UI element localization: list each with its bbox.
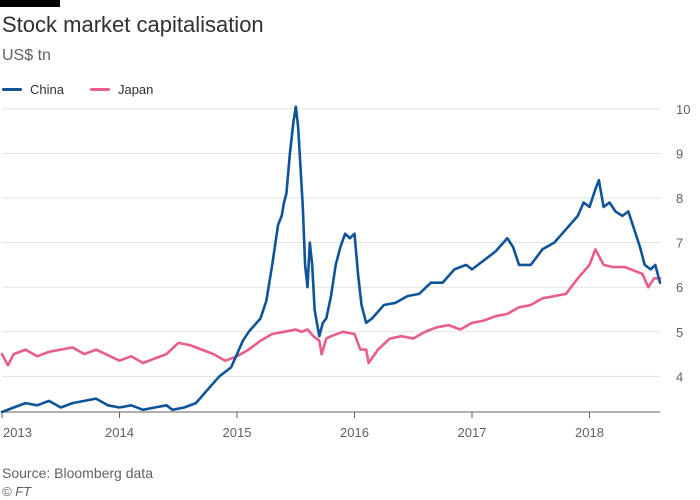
legend: China Japan <box>2 80 179 98</box>
chart-subtitle: US$ tn <box>2 47 51 64</box>
y-tick-label: 10 <box>676 102 690 117</box>
y-tick-label: 6 <box>676 280 683 295</box>
x-tick-label: 2014 <box>105 425 134 440</box>
x-tick-label: 2015 <box>223 425 252 440</box>
y-tick-label: 4 <box>676 369 683 384</box>
x-tick-label: 2018 <box>575 425 604 440</box>
legend-label-japan: Japan <box>117 81 154 97</box>
brand-bar <box>0 0 60 7</box>
legend-item-china: China <box>2 82 64 97</box>
legend-swatch-japan <box>89 87 110 91</box>
x-tick-label: 2016 <box>340 425 369 440</box>
x-tick-label: 2017 <box>458 425 487 440</box>
legend-swatch-china <box>2 87 22 91</box>
copyright-credit: © FT <box>2 484 32 499</box>
chart-title: Stock market capitalisation <box>2 12 264 37</box>
legend-item-japan: Japan <box>89 81 154 97</box>
legend-label-china: China <box>30 81 64 97</box>
series-line-japan <box>0 248 662 367</box>
source-note: Source: Bloomberg data <box>2 465 153 481</box>
y-tick-label: 9 <box>676 146 683 161</box>
y-tick-label: 8 <box>676 191 683 206</box>
y-tick-label: 5 <box>676 325 683 340</box>
y-tick-label: 7 <box>676 236 683 251</box>
x-tick-label: 2013 <box>3 425 32 440</box>
series-line-china <box>0 105 662 414</box>
